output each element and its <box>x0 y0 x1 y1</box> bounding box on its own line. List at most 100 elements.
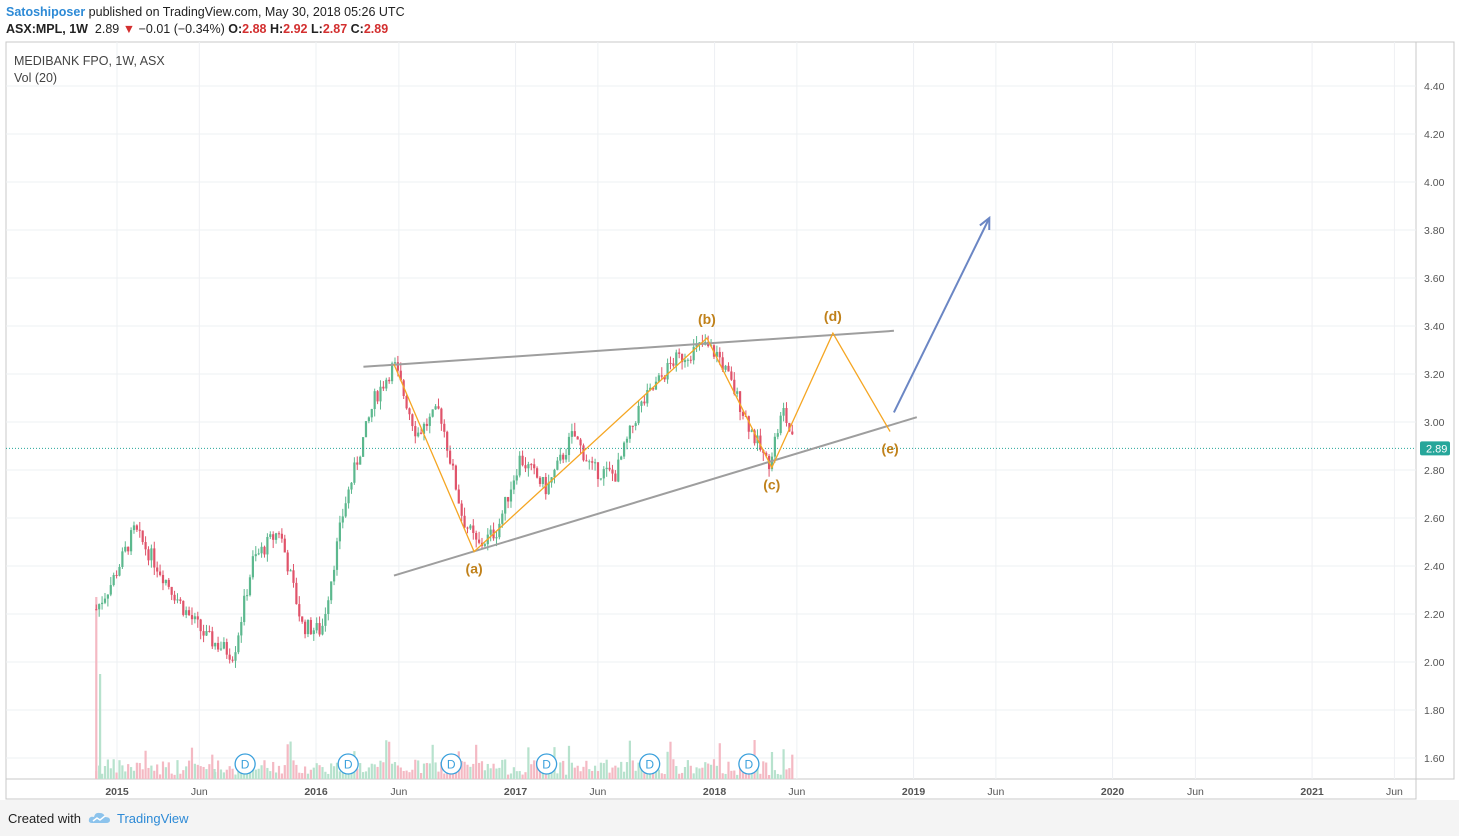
candle-body <box>791 431 794 435</box>
volume-bar <box>405 770 408 779</box>
candle-body <box>98 604 101 610</box>
candle-body <box>576 436 579 440</box>
candle-body <box>646 390 649 404</box>
candle-body <box>727 365 730 372</box>
volume-bar <box>422 763 426 779</box>
volume-bar <box>361 772 365 779</box>
volume-bar <box>106 759 109 779</box>
volume-bar <box>95 597 98 779</box>
volume-bar <box>782 749 785 779</box>
trendlines[interactable] <box>363 329 918 577</box>
price-tick-label: 4.40 <box>1424 81 1445 93</box>
candle-body <box>240 622 243 636</box>
volume-bar <box>727 761 730 779</box>
candle-body <box>144 542 147 550</box>
volume-bar <box>211 754 214 779</box>
projection-arrow[interactable] <box>893 215 991 413</box>
candle-body <box>622 442 626 457</box>
candle-body <box>185 610 188 615</box>
volume-bar <box>440 762 443 779</box>
candle-body <box>472 525 475 533</box>
dividend-marker-circle <box>337 753 359 775</box>
volume-bars <box>95 597 794 779</box>
volume-bar <box>321 767 324 779</box>
candle-body <box>341 516 344 523</box>
candle-body <box>678 352 681 354</box>
volume-bar <box>625 762 629 779</box>
volume-bar <box>495 768 498 779</box>
candle-body <box>460 503 463 516</box>
candle-body <box>338 522 341 542</box>
volume-bar <box>701 767 704 779</box>
candle-body <box>237 635 240 653</box>
volume-bar <box>669 741 672 779</box>
volume-bar <box>385 740 388 779</box>
candle-body <box>182 600 185 615</box>
volume-bar <box>379 760 382 779</box>
candle-body <box>483 544 486 546</box>
volume-bar <box>167 762 170 779</box>
candle-body <box>431 409 434 417</box>
arrow-head <box>979 215 991 231</box>
last-price-tag-label: 2.89 <box>1426 443 1447 455</box>
time-axis[interactable]: 2015 Jun 2016 Jun 2017 Jun 2018 Jun 2019 Jun 2020 J… <box>105 786 1403 798</box>
volume-bar <box>707 763 710 779</box>
candle-body <box>309 619 312 635</box>
volume-bar <box>112 759 115 779</box>
candle-body <box>631 425 634 427</box>
volume-bar <box>460 761 463 779</box>
candle-body <box>176 599 179 601</box>
volume-bar <box>593 765 597 779</box>
volume-bar <box>103 766 107 779</box>
candle-body <box>477 539 481 543</box>
candle-body <box>254 554 257 557</box>
price-chart[interactable]: D D D D D D (a) (b) (c) (d) (e) 4.40 4.20 4.00 3.80 3… <box>0 0 1459 800</box>
time-tick-label: 2015 <box>105 786 129 798</box>
candle-body <box>306 619 310 635</box>
volume-bar <box>721 773 724 779</box>
volume-bar <box>158 774 162 779</box>
volume-bar <box>193 763 196 779</box>
candle-body <box>196 616 199 620</box>
price-axis[interactable]: 4.40 4.20 4.00 3.80 3.60 3.40 3.20 3.00 2.80 2.60… <box>1424 81 1445 765</box>
candle-body <box>515 475 518 481</box>
wave-label: (e) <box>882 441 899 457</box>
author-link[interactable]: Satoshiposer <box>6 5 86 19</box>
candle-body <box>614 473 617 482</box>
volume-bar <box>161 761 165 779</box>
volume-bar <box>428 763 431 779</box>
volume-bar <box>303 766 307 779</box>
volume-bar <box>373 764 376 779</box>
price-tick-label: 2.40 <box>1424 561 1445 573</box>
volume-bar <box>367 767 370 779</box>
dividend-marker-circle <box>535 753 558 775</box>
volume-bar <box>765 762 768 779</box>
volume-bar <box>376 766 379 779</box>
volume-bar <box>118 760 121 779</box>
volume-bar <box>205 769 208 779</box>
volume-bar <box>129 767 133 779</box>
candle-body <box>225 642 228 655</box>
candle-body <box>350 482 353 490</box>
arrow-shaft <box>893 217 991 413</box>
candle-body <box>205 630 208 636</box>
candle-body <box>669 362 672 364</box>
candle-body <box>718 351 721 358</box>
price-tick-label: 2.80 <box>1424 465 1445 477</box>
candle-body <box>585 460 588 462</box>
volume-bar <box>414 759 417 779</box>
candle-body <box>747 416 750 432</box>
volume-bar <box>614 765 617 779</box>
volume-bar <box>170 773 173 779</box>
candle-body <box>373 391 376 410</box>
candle-body <box>501 513 504 524</box>
volume-bar <box>591 770 594 779</box>
price-tick-label: 2.00 <box>1424 657 1445 669</box>
wave-path[interactable] <box>393 331 891 553</box>
volume-bar <box>622 771 626 779</box>
candle-body <box>553 469 556 478</box>
volume-bar <box>483 770 486 779</box>
volume-bar <box>347 773 350 779</box>
volume-bar <box>512 767 515 779</box>
tradingview-link[interactable]: TradingView <box>117 811 189 826</box>
